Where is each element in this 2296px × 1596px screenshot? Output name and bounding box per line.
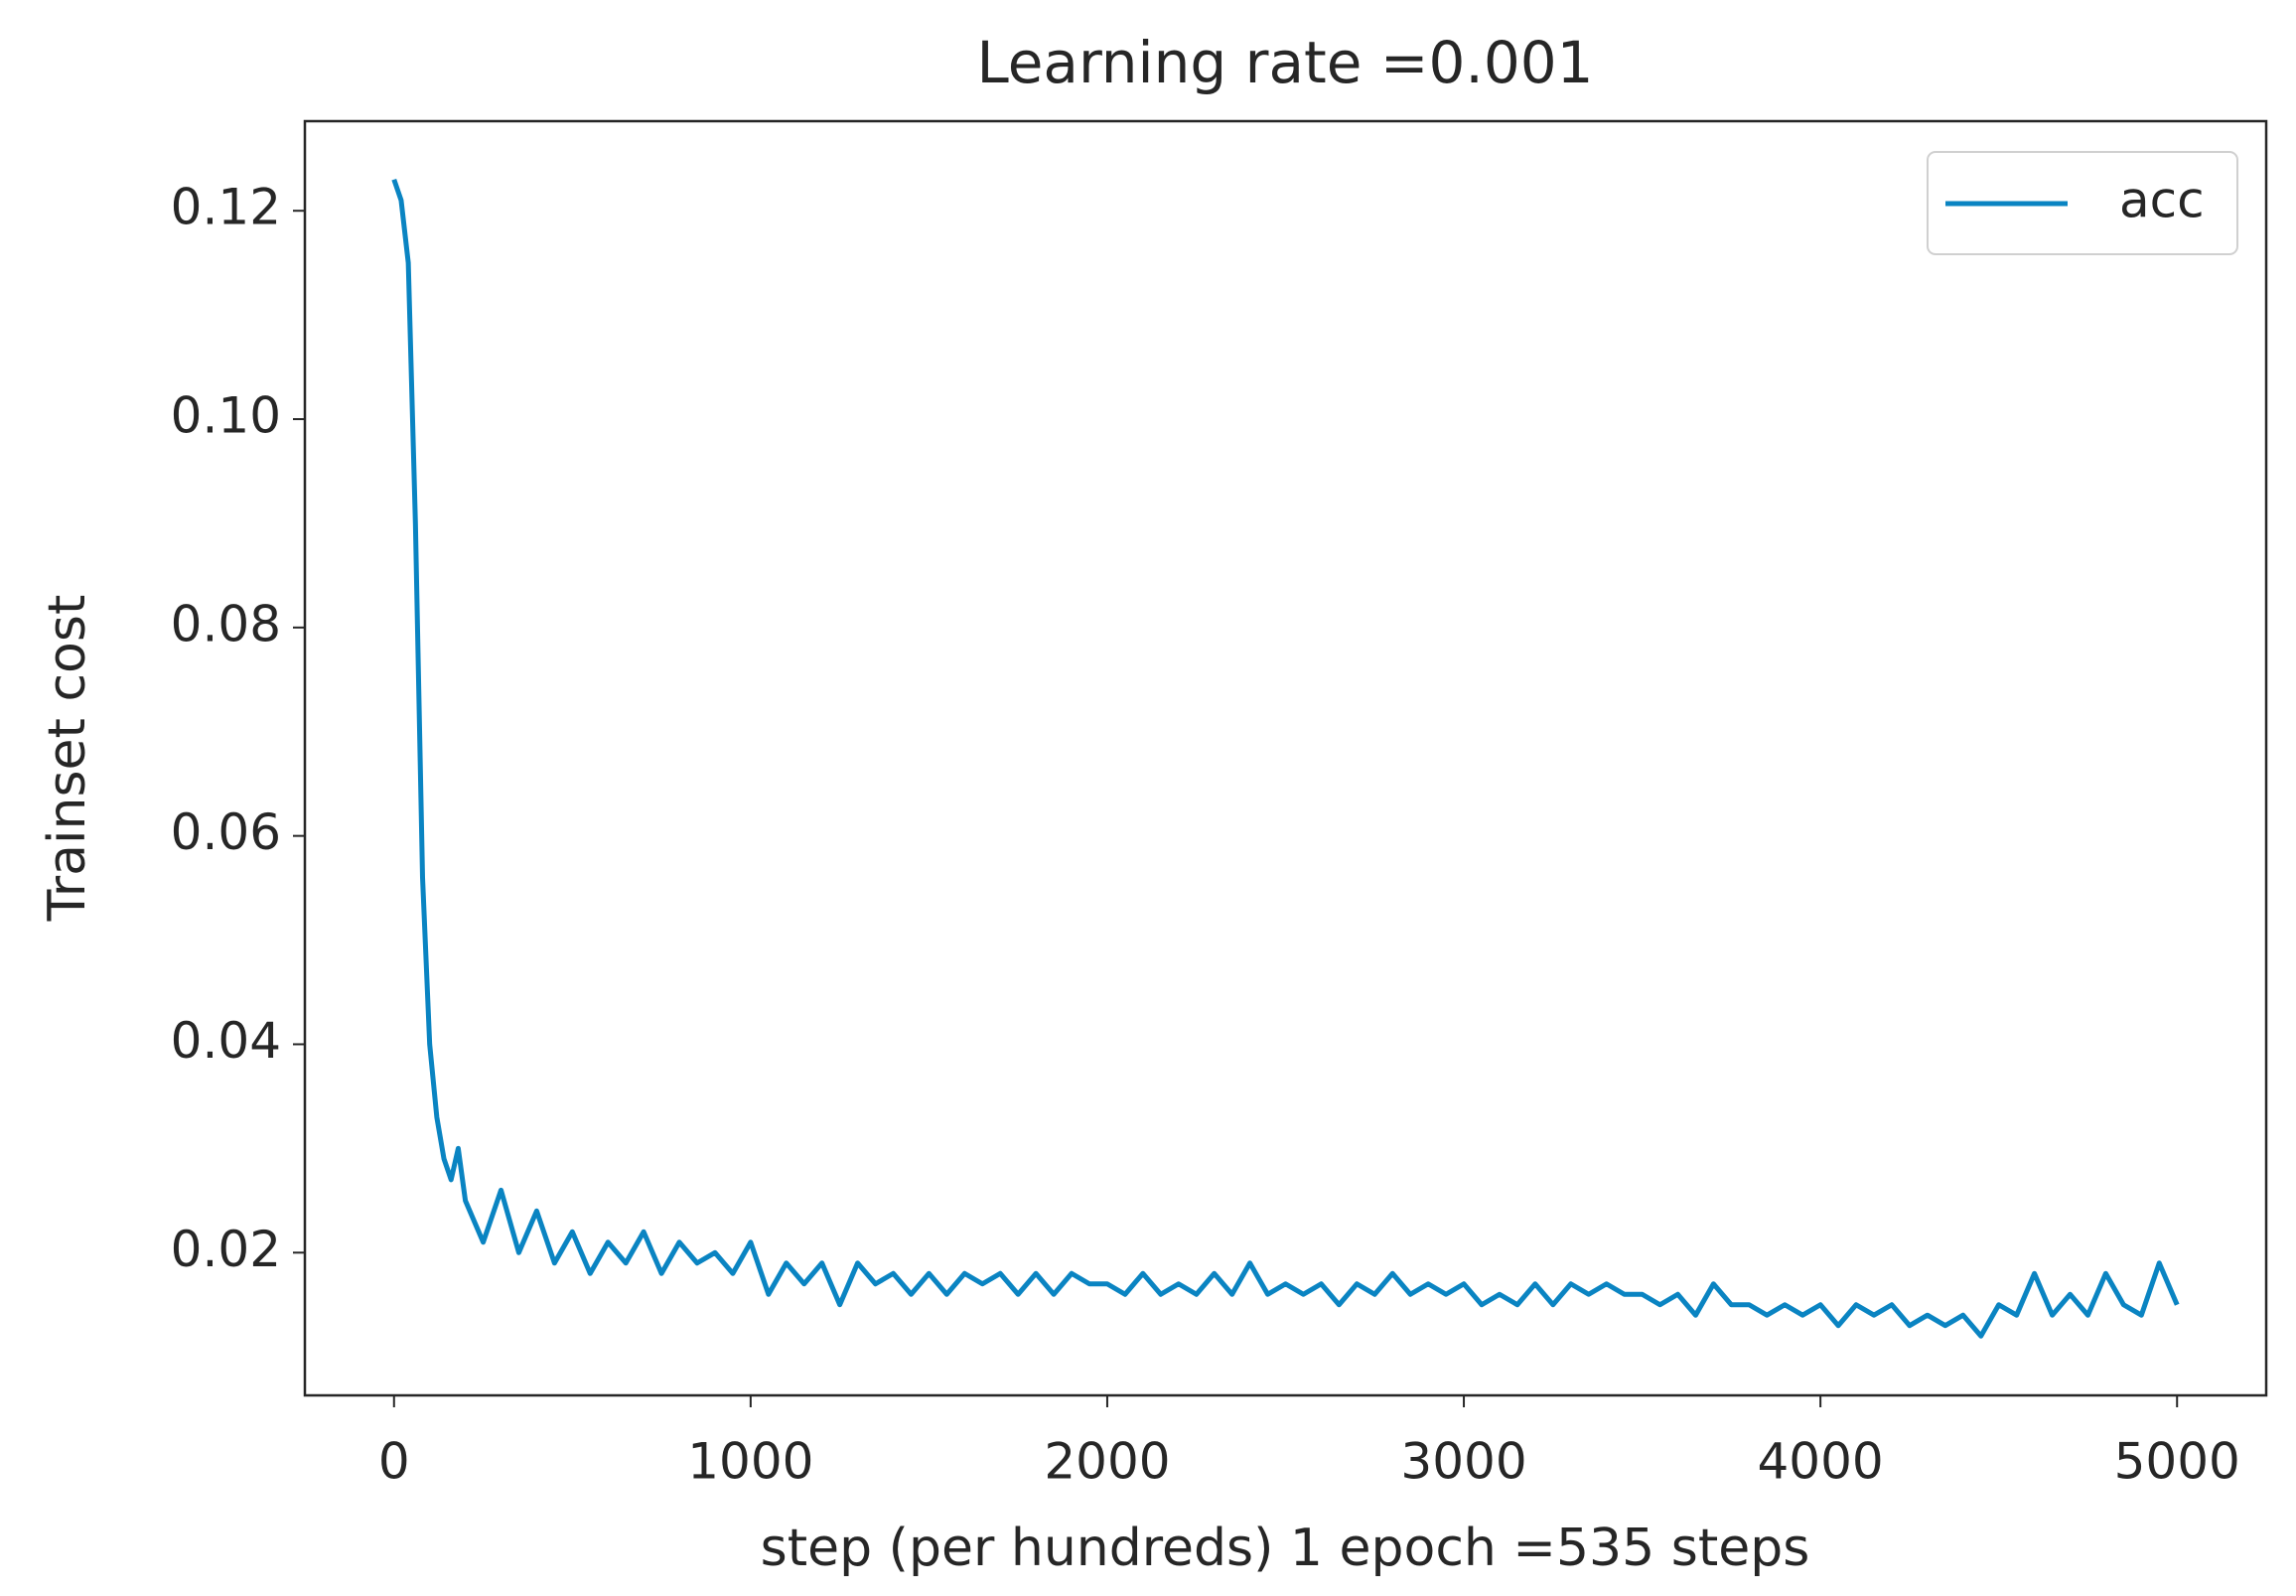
- plot-frame: [303, 119, 2268, 1397]
- legend-box: [1927, 151, 2238, 255]
- y-tick-label: 0.06: [171, 803, 281, 861]
- x-tick-label: 4000: [1758, 1433, 1884, 1491]
- y-axis-label: Trainset cost: [38, 595, 97, 923]
- x-axis-label: step (per hundreds) 1 epoch =535 steps: [761, 1519, 1810, 1578]
- x-tick-label: 1000: [687, 1433, 813, 1491]
- x-tick-label: 5000: [2114, 1433, 2240, 1491]
- y-tick-label: 0.12: [171, 179, 281, 236]
- data-line: [391, 178, 2180, 1339]
- chart-title: Learning rate =0.001: [976, 29, 1593, 96]
- x-tick-label: 3000: [1400, 1433, 1526, 1491]
- y-tick-label: 0.02: [171, 1221, 281, 1278]
- legend-label: acc: [2119, 172, 2205, 229]
- x-tick-label: 0: [378, 1433, 410, 1491]
- x-tick-label: 2000: [1044, 1433, 1170, 1491]
- y-tick-label: 0.04: [171, 1012, 281, 1070]
- y-tick-label: 0.08: [171, 595, 281, 653]
- y-tick-label: 0.10: [171, 387, 281, 445]
